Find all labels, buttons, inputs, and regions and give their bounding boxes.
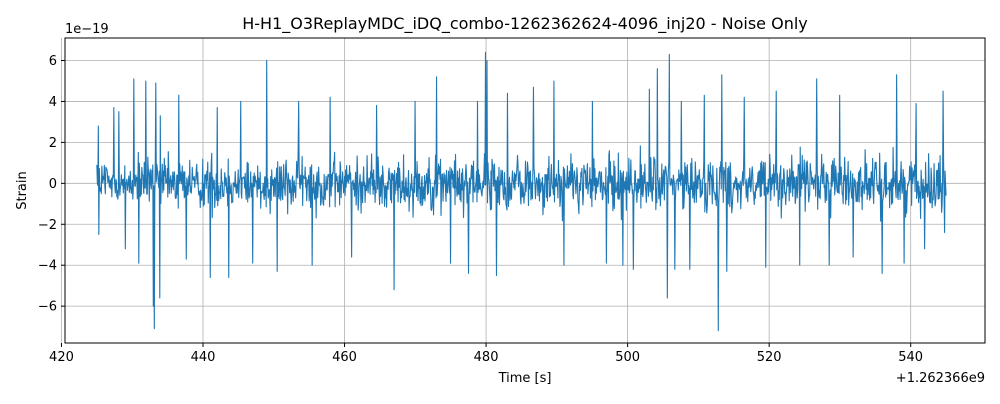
x-tick-label: 500 [615,350,640,365]
x-tick-label: 420 [49,350,74,365]
tick-layer: 420 440 460 480 500 520 540 −6 −4 −2 0 2 4 6 [38,54,923,365]
x-tick-label: 460 [332,350,357,365]
x-tick-label: 480 [474,350,499,365]
y-tick-label: 0 [49,177,57,192]
y-tick-label: 2 [49,136,57,151]
y-tick-label: 4 [49,95,57,110]
x-offset-label: +1.262366e9 [896,371,985,386]
plot-frame [64,37,986,344]
x-tick-label: 520 [757,350,782,365]
chart-title: H-H1_O3ReplayMDC_iDQ_combo-1262362624-40… [242,14,808,34]
strain-series-line [96,51,947,332]
x-tick-label: 540 [898,350,923,365]
y-tick-label: 6 [49,54,57,69]
y-tick-label: −4 [38,259,57,274]
x-axis-label: Time [s] [498,371,552,386]
data-layer [96,51,947,332]
y-axis-label: Strain [15,171,30,210]
y-tick-label: −6 [38,300,57,315]
x-tick-label: 440 [191,350,216,365]
y-scale-label: 1e−19 [65,22,109,37]
y-tick-label: −2 [38,218,57,233]
